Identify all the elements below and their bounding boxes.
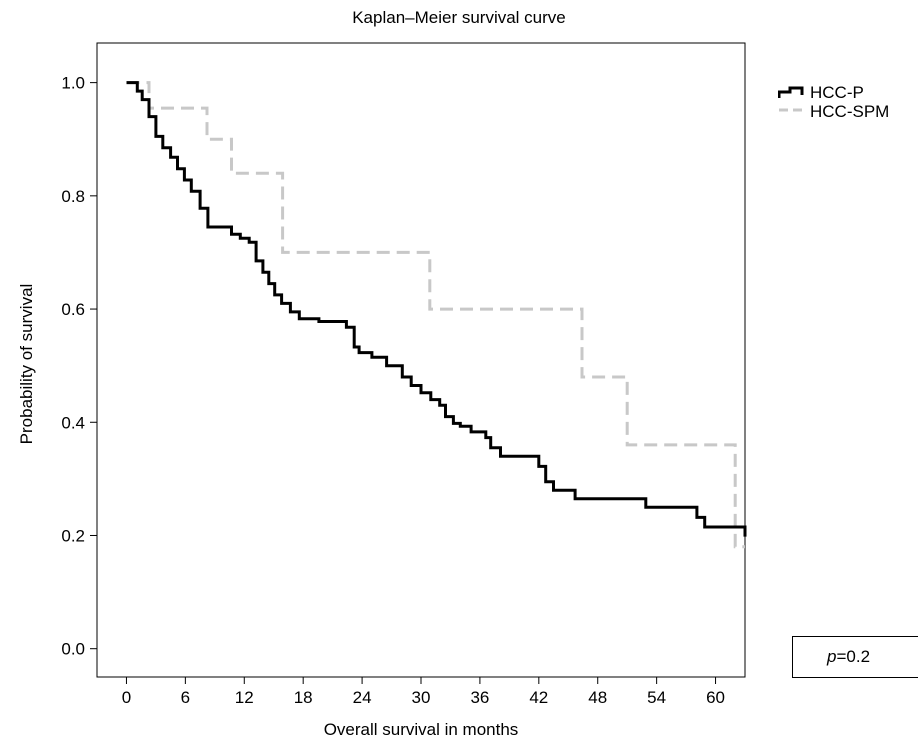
p-value: =0.2	[836, 647, 871, 666]
x-tick-label: 42	[529, 688, 548, 707]
axis-ticks: 0 6 12 18 24 30 36 42 48 54 60 0.0 0.2 0.4 0.6 0.8 1.0	[61, 74, 725, 707]
legend-swatch-hcc-spm	[779, 108, 804, 112]
series-line-hcc-spm	[126, 81, 745, 549]
chart-title: Kaplan–Meier survival curve	[352, 8, 566, 27]
y-tick-label: 1.0	[61, 74, 85, 93]
y-tick-label: 0.8	[61, 187, 85, 206]
x-tick-label: 54	[647, 688, 666, 707]
x-tick-label: 60	[706, 688, 725, 707]
x-tick-label: 24	[353, 688, 372, 707]
legend-label-hcc-spm: HCC-SPM	[810, 102, 890, 121]
x-axis-label: Overall survival in months	[323, 720, 519, 739]
x-tick-label: 36	[470, 688, 489, 707]
y-tick-label: 0.6	[61, 300, 85, 319]
y-tick-label: 0.0	[61, 640, 85, 659]
legend-swatch-hcc-p	[778, 86, 804, 98]
p-value-text: p=0.2	[827, 647, 870, 667]
series-line-hcc-p	[126, 81, 747, 537]
y-axis-label: Probability of survival	[17, 283, 36, 445]
legend-label-hcc-p: HCC-P	[810, 83, 864, 102]
x-tick-label: 30	[412, 688, 431, 707]
p-label: p	[827, 647, 837, 666]
survival-curves	[126, 81, 747, 549]
x-tick-label: 0	[122, 688, 131, 707]
x-tick-label: 6	[181, 688, 190, 707]
x-tick-label: 18	[294, 688, 313, 707]
p-value-box: p=0.2	[792, 636, 918, 678]
y-tick-label: 0.4	[61, 413, 85, 432]
y-tick-label: 0.2	[61, 526, 85, 545]
x-tick-label: 48	[588, 688, 607, 707]
x-tick-label: 12	[235, 688, 254, 707]
plot-frame	[96, 42, 746, 678]
